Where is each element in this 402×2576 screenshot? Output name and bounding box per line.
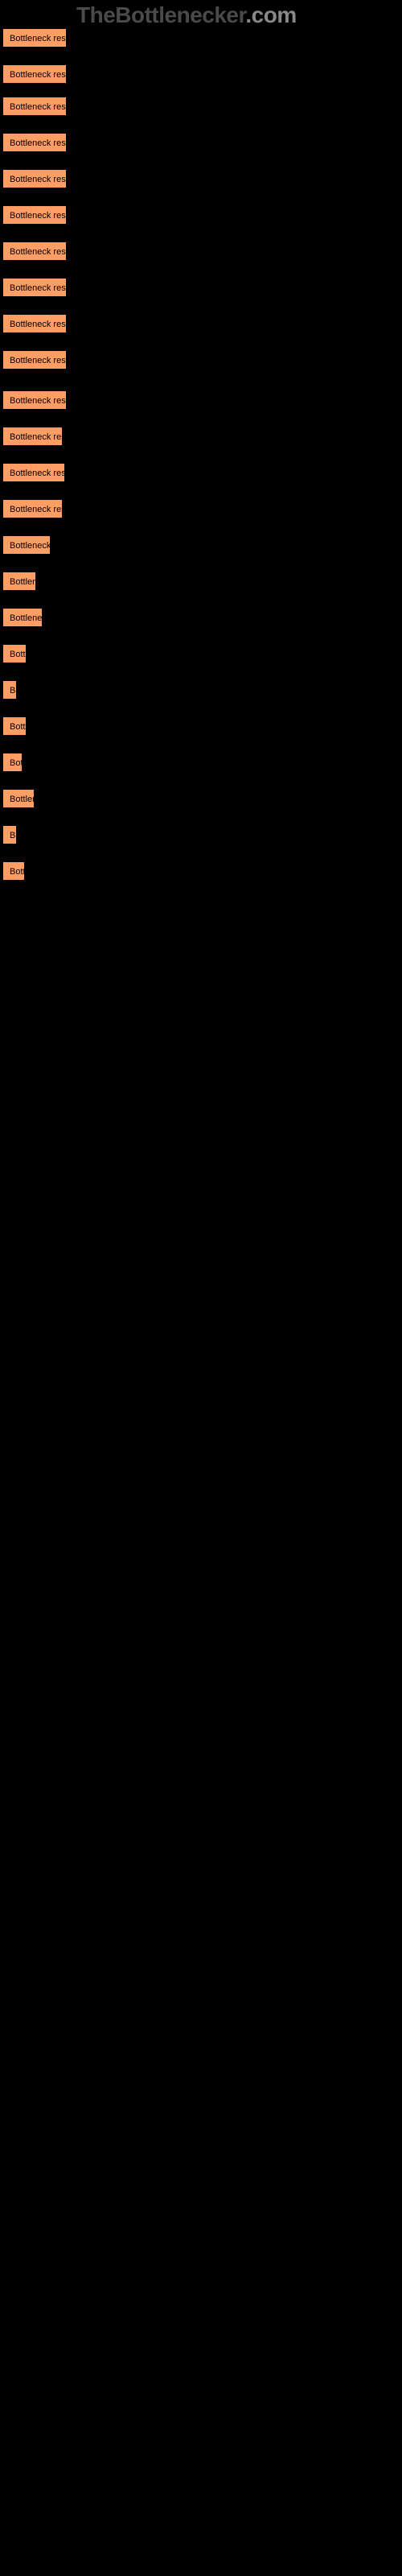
bottleneck-result-box[interactable]: Bottleneck result (2, 64, 67, 84)
bottleneck-result-box[interactable]: Bottleneck result (2, 314, 67, 333)
bottleneck-result-box[interactable]: Bottle (2, 861, 25, 881)
bottleneck-result-box[interactable]: Bottleneck result (2, 133, 67, 152)
bottleneck-result-box[interactable]: Bottleneck result (2, 350, 67, 369)
bottleneck-result-box[interactable]: Bottle (2, 644, 27, 663)
bottleneck-result-box[interactable]: B (2, 825, 17, 844)
header-part2: .com (245, 2, 296, 27)
bottleneck-result-box[interactable]: Bottleneck result (2, 242, 67, 261)
bottleneck-result-box[interactable]: Bottleneck result (2, 169, 67, 188)
bottleneck-result-box[interactable]: Bottleneck result (2, 97, 67, 116)
bottleneck-result-box[interactable]: Bottleneck re (2, 535, 51, 555)
bottleneck-result-box[interactable]: Bottleneck result (2, 28, 67, 47)
bottleneck-result-box[interactable]: Bottleneck resul (2, 427, 63, 446)
bottleneck-result-box[interactable]: Bottlene (2, 789, 35, 808)
bottleneck-result-box[interactable]: Bo (2, 680, 17, 700)
bottleneck-result-box[interactable]: Bottle (2, 716, 27, 736)
bottleneck-result-box[interactable]: Bott (2, 753, 23, 772)
bottleneck-result-box[interactable]: Bottleneck result (2, 463, 65, 482)
site-header: TheBottlenecker.com (76, 2, 297, 28)
bottleneck-result-box[interactable]: Bottleneck result (2, 278, 67, 297)
bottleneck-result-box[interactable]: Bottleneck (2, 608, 43, 627)
bottleneck-result-box[interactable]: Bottleneck result (2, 205, 67, 225)
bottleneck-result-box[interactable]: Bottleneck result (2, 390, 67, 410)
bottleneck-result-box[interactable]: Bottlene (2, 572, 36, 591)
bottleneck-result-box[interactable]: Bottleneck resul (2, 499, 63, 518)
header-part1: TheBottlenecker (76, 2, 245, 27)
